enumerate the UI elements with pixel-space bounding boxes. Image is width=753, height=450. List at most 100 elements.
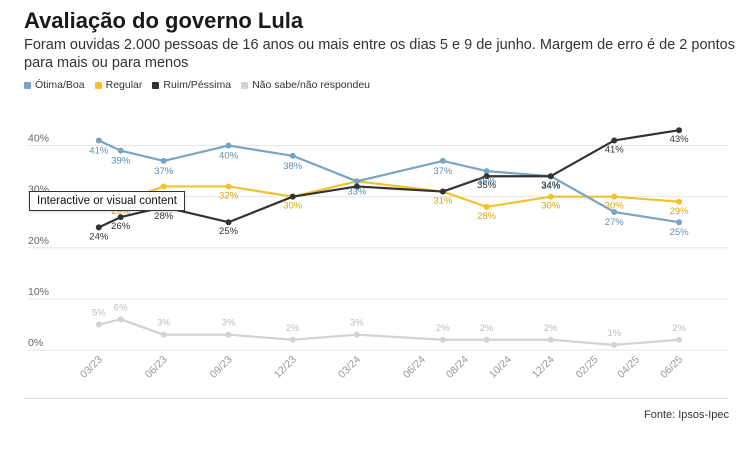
data-label: 34% xyxy=(541,180,561,191)
data-label: 2% xyxy=(480,323,494,334)
data-label: 29% xyxy=(670,206,690,217)
interactive-content-tooltip: Interactive or visual content xyxy=(29,191,185,211)
data-label: 2% xyxy=(544,323,558,334)
x-tick-label: 02/25 xyxy=(574,354,601,381)
data-point xyxy=(160,157,167,164)
data-point xyxy=(611,137,618,144)
legend-swatch xyxy=(152,81,160,89)
data-label: 43% xyxy=(670,134,690,145)
data-point xyxy=(225,183,232,190)
data-label: 1% xyxy=(607,328,621,339)
x-tick-label: 12/24 xyxy=(530,354,557,381)
data-label: 34% xyxy=(541,181,561,192)
source-note: Fonte: Ipsos-Ipec xyxy=(644,409,729,421)
legend-swatch xyxy=(241,81,249,89)
data-label: 40% xyxy=(219,151,239,162)
data-label: 37% xyxy=(154,166,174,177)
data-point xyxy=(117,147,124,154)
data-point xyxy=(676,219,683,226)
legend-label: Não sabe/não respondeu xyxy=(252,79,371,91)
data-point xyxy=(483,168,490,175)
data-point xyxy=(117,214,124,221)
data-label: 38% xyxy=(283,161,303,172)
data-point xyxy=(611,193,618,200)
data-label: 30% xyxy=(283,201,303,212)
data-point xyxy=(95,137,102,144)
data-point xyxy=(439,336,446,343)
data-label: 6% xyxy=(114,302,128,313)
y-tick-label: 20% xyxy=(28,235,49,247)
data-point xyxy=(160,183,167,190)
y-tick-label: 40% xyxy=(28,133,49,145)
x-tick-label: 06/23 xyxy=(143,354,170,381)
data-label: 3% xyxy=(350,318,364,329)
data-label: 35% xyxy=(477,176,497,187)
data-label: 37% xyxy=(433,166,453,177)
data-label: 31% xyxy=(433,196,453,207)
data-label: 35% xyxy=(477,180,497,191)
data-point xyxy=(353,183,360,190)
series-line xyxy=(98,180,680,208)
data-point xyxy=(160,331,167,338)
data-point xyxy=(439,188,446,195)
data-label: 2% xyxy=(672,323,686,334)
series-line xyxy=(98,318,680,346)
data-label: 25% xyxy=(219,226,239,237)
data-label: 27% xyxy=(605,217,625,228)
data-point xyxy=(676,198,683,205)
data-point xyxy=(289,336,296,343)
data-point xyxy=(676,127,683,134)
data-label: 2% xyxy=(436,323,450,334)
data-label: 28% xyxy=(477,211,497,222)
chart-subtitle: Foram ouvidas 2.000 pessoas de 16 anos o… xyxy=(24,37,735,71)
x-tick-label: 03/23 xyxy=(78,354,105,381)
legend-label: Regular xyxy=(105,79,143,91)
data-point xyxy=(483,173,490,180)
data-point xyxy=(439,157,446,164)
y-tick-label: 10% xyxy=(28,286,49,298)
y-tick-label: 0% xyxy=(28,337,43,349)
data-label: 5% xyxy=(92,307,106,318)
legend-item-nao-sabe[interactable]: Não sabe/não respondeu xyxy=(241,79,370,91)
data-label: 41% xyxy=(89,145,109,156)
chart-title: Avaliação do governo Lula xyxy=(24,8,304,33)
legend-swatch xyxy=(94,81,102,89)
data-point xyxy=(483,203,490,210)
data-point xyxy=(353,331,360,338)
data-point xyxy=(225,331,232,338)
data-label: 30% xyxy=(605,201,625,212)
x-tick-label: 12/23 xyxy=(272,354,299,381)
legend-swatch xyxy=(24,81,31,89)
data-point xyxy=(95,321,102,328)
legend-label: Ruim/Péssima xyxy=(163,79,232,91)
chart-legend: Ótima/Boa Regular Ruim/Péssima Não sabe/… xyxy=(24,79,370,91)
data-label: 32% xyxy=(219,190,239,201)
x-tick-label: 06/24 xyxy=(401,354,428,381)
data-point xyxy=(289,152,296,159)
data-point xyxy=(225,219,232,226)
data-label: 30% xyxy=(541,201,561,212)
data-point xyxy=(611,341,618,348)
data-point xyxy=(547,193,554,200)
data-point xyxy=(483,336,490,343)
x-tick-label: 09/23 xyxy=(208,354,235,381)
series-line xyxy=(98,129,680,229)
legend-item-otima-boa[interactable]: Ótima/Boa xyxy=(24,79,85,91)
legend-item-regular[interactable]: Regular xyxy=(94,79,143,91)
data-point xyxy=(353,178,360,185)
data-label: 3% xyxy=(222,318,236,329)
data-label: 24% xyxy=(89,231,109,242)
data-point xyxy=(676,336,683,343)
data-label: 41% xyxy=(605,144,625,155)
data-point xyxy=(225,142,232,149)
x-tick-label: 08/24 xyxy=(444,354,471,381)
data-label: 2% xyxy=(286,323,300,334)
x-tick-label: 06/25 xyxy=(658,354,685,381)
legend-item-ruim-pessima[interactable]: Ruim/Péssima xyxy=(152,79,231,91)
x-tick-label: 10/24 xyxy=(487,354,514,381)
x-tick-label: 03/24 xyxy=(336,354,363,381)
data-point xyxy=(547,173,554,180)
data-point xyxy=(117,316,124,323)
data-label: 25% xyxy=(670,227,690,238)
